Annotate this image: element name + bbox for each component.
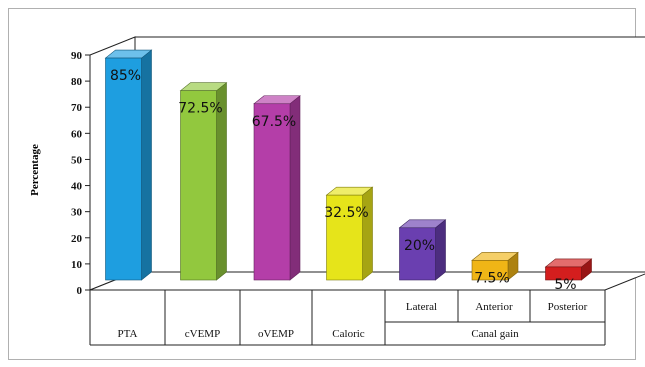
y-tick-label: 50: [71, 154, 83, 166]
y-tick-label: 70: [71, 102, 83, 114]
bar-front: [326, 194, 363, 281]
category-table: PTA cVEMP oVEMP Caloric Lateral Anterior Poste…: [89, 289, 606, 346]
category-label: oVEMP: [258, 328, 294, 340]
y-tick-label: 90: [71, 50, 83, 62]
bar-ovemp: [253, 95, 301, 281]
y-axis-label: Percentage: [29, 144, 41, 196]
bar-front: [545, 266, 582, 281]
y-tick-label: 0: [77, 285, 83, 297]
y-tick-label: 30: [71, 207, 83, 219]
bar-caloric: [325, 186, 374, 281]
bar-front: [471, 260, 509, 281]
y-tick-label: 10: [71, 259, 83, 271]
category-label: Anterior: [475, 301, 513, 313]
bars: [104, 49, 593, 281]
category-label: Lateral: [406, 301, 437, 313]
category-label: Caloric: [332, 328, 364, 340]
data-label: 72.5%: [178, 101, 222, 117]
group-label: Canal gain: [471, 328, 519, 340]
bar-anterior: [471, 251, 519, 281]
data-label: 20%: [404, 238, 435, 254]
bar-side: [435, 219, 446, 281]
bar-front: [180, 90, 217, 281]
y-tick-label: 80: [71, 76, 83, 88]
data-label: 7.5%: [474, 270, 510, 286]
category-label: cVEMP: [185, 328, 220, 340]
data-label: 5%: [554, 277, 576, 293]
category-label: Posterior: [548, 301, 588, 313]
bar-cvemp: [179, 82, 228, 281]
bar-front: [253, 103, 291, 281]
data-labels: 85% 72.5% 67.5% 32.5% 20% 7.5% 5%: [110, 68, 577, 293]
data-label: 67.5%: [252, 114, 296, 130]
y-tick-label: 60: [71, 128, 83, 140]
bar-pta: [104, 49, 153, 281]
bar-posterior: [544, 258, 593, 281]
data-label: 32.5%: [324, 205, 368, 221]
y-axis: 0 10 20 30 40 50 60 70 80 90: [71, 50, 91, 297]
data-label: 85%: [110, 68, 141, 84]
bar-lateral: [398, 219, 447, 281]
category-label: PTA: [118, 328, 138, 340]
bar-side: [362, 186, 373, 281]
y-tick-label: 40: [71, 181, 83, 193]
bar-front: [399, 227, 436, 281]
bar-front: [105, 57, 142, 281]
bar-side: [141, 49, 152, 281]
y-tick-label: 20: [71, 233, 83, 245]
